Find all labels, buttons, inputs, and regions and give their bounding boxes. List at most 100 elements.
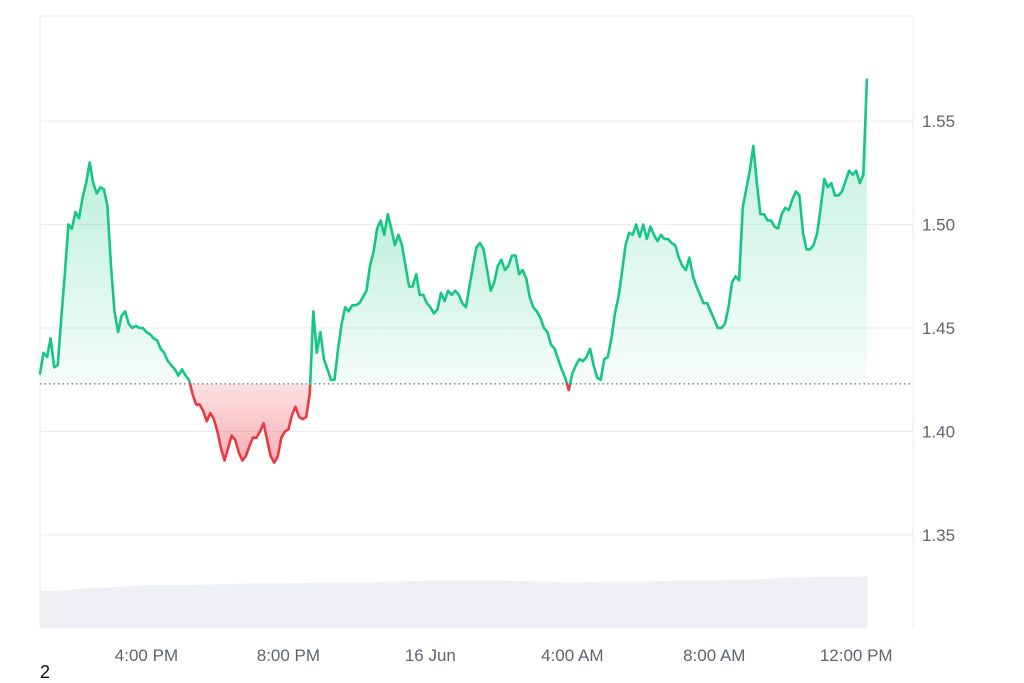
volume-bar (267, 583, 271, 628)
volume-bar (320, 582, 325, 628)
volume-bar (436, 580, 440, 628)
area-below-baseline (190, 383, 311, 463)
volume-bar (720, 580, 724, 628)
volume-bar (858, 576, 862, 628)
volume-bar (666, 580, 671, 628)
volume-bar (235, 583, 239, 628)
volume-bar (492, 580, 496, 628)
volume-bar (323, 582, 328, 628)
volume-bar (214, 584, 218, 628)
volume-bar (530, 581, 535, 628)
volume-bar (791, 577, 795, 628)
volume-bar (646, 581, 650, 628)
volume-bar (282, 583, 286, 628)
volume-bar (800, 577, 804, 628)
volume-bar (477, 580, 481, 628)
volume-bar (78, 588, 82, 628)
volume-bar (788, 577, 792, 628)
volume-bar (176, 585, 180, 628)
volume-bar (850, 576, 854, 628)
volume-bar (45, 590, 50, 628)
volume-bar (69, 589, 73, 628)
volume-bar (229, 583, 233, 628)
volume-bar (684, 580, 688, 628)
x-tick-label: 16 Jun (405, 646, 456, 665)
volume-bar (161, 585, 165, 628)
volume-bar (415, 580, 419, 628)
volume-bar (856, 576, 860, 628)
volume-bar (386, 581, 390, 628)
volume-bar (861, 576, 865, 628)
area-fills (40, 79, 867, 463)
volume-bar (445, 580, 449, 628)
volume-bar (814, 577, 819, 628)
volume-bar (853, 576, 857, 628)
volume-bar (350, 582, 354, 628)
y-axis-labels: 1.35 1.40 1.45 1.50 1.55 (922, 112, 955, 545)
volume-bar (167, 585, 171, 628)
volume-bar (525, 581, 529, 628)
price-lines (38, 78, 869, 464)
volume-bar (811, 577, 816, 628)
volume-bar (72, 589, 76, 628)
volume-bar (196, 584, 200, 628)
volume-bar (808, 577, 813, 628)
volume-bar (406, 581, 410, 628)
volume-bar (81, 588, 85, 628)
area-above-baseline (40, 162, 191, 384)
volume-bar (696, 580, 700, 628)
volume-bar (569, 582, 573, 628)
volume-bar (291, 583, 295, 628)
volume-bar (498, 580, 502, 628)
x-tick-label: 4:00 AM (541, 646, 603, 665)
volume-bar (829, 576, 833, 628)
volume-bar (726, 580, 730, 628)
volume-bar (637, 581, 641, 628)
volume-bar (678, 580, 683, 628)
volume-bar (96, 587, 100, 628)
y-tick-label: 1.40 (922, 423, 955, 442)
volume-bar (184, 585, 189, 628)
volume-bar (303, 582, 307, 628)
volume-bar (249, 583, 254, 628)
volume-bar (149, 585, 153, 628)
volume-bar (820, 576, 824, 628)
volume-bar (755, 579, 759, 628)
volume-bar (273, 583, 277, 628)
volume-bar (155, 585, 159, 628)
volume-bar (717, 580, 721, 628)
volume-bar (332, 582, 337, 628)
x-tick-label: 8:00 AM (683, 646, 745, 665)
volume-bar (199, 584, 203, 628)
volume-bar (258, 583, 263, 628)
volume-bar (315, 582, 319, 628)
volume-bar (805, 577, 810, 628)
volume-bar (864, 576, 868, 628)
volume-bar (628, 581, 632, 628)
volume-bar (158, 585, 162, 628)
volume-bar (785, 577, 789, 628)
volume-bar (847, 576, 851, 628)
volume-bar (459, 580, 464, 628)
volume-bar (471, 580, 476, 628)
volume-bar (409, 581, 413, 628)
x-tick-label: 8:00 PM (257, 646, 320, 665)
volume-bar (663, 580, 668, 628)
volume-bar (146, 585, 150, 628)
volume-bar (338, 582, 342, 628)
volume-bar (433, 580, 437, 628)
volume-bar (675, 580, 680, 628)
y-tick-label: 1.45 (922, 319, 955, 338)
volume-bar (344, 582, 348, 628)
volume-bar (539, 581, 544, 628)
volume-bar (424, 580, 428, 628)
x-tick-label: 4:00 PM (115, 646, 178, 665)
volume-bar (300, 583, 304, 628)
volume-bar (640, 581, 644, 628)
volume-bar (708, 580, 712, 628)
volume-bar (317, 582, 322, 628)
volume-bar (51, 590, 56, 628)
volume-bar (598, 581, 603, 628)
volume-bar (430, 580, 434, 628)
volume-bar (495, 580, 499, 628)
